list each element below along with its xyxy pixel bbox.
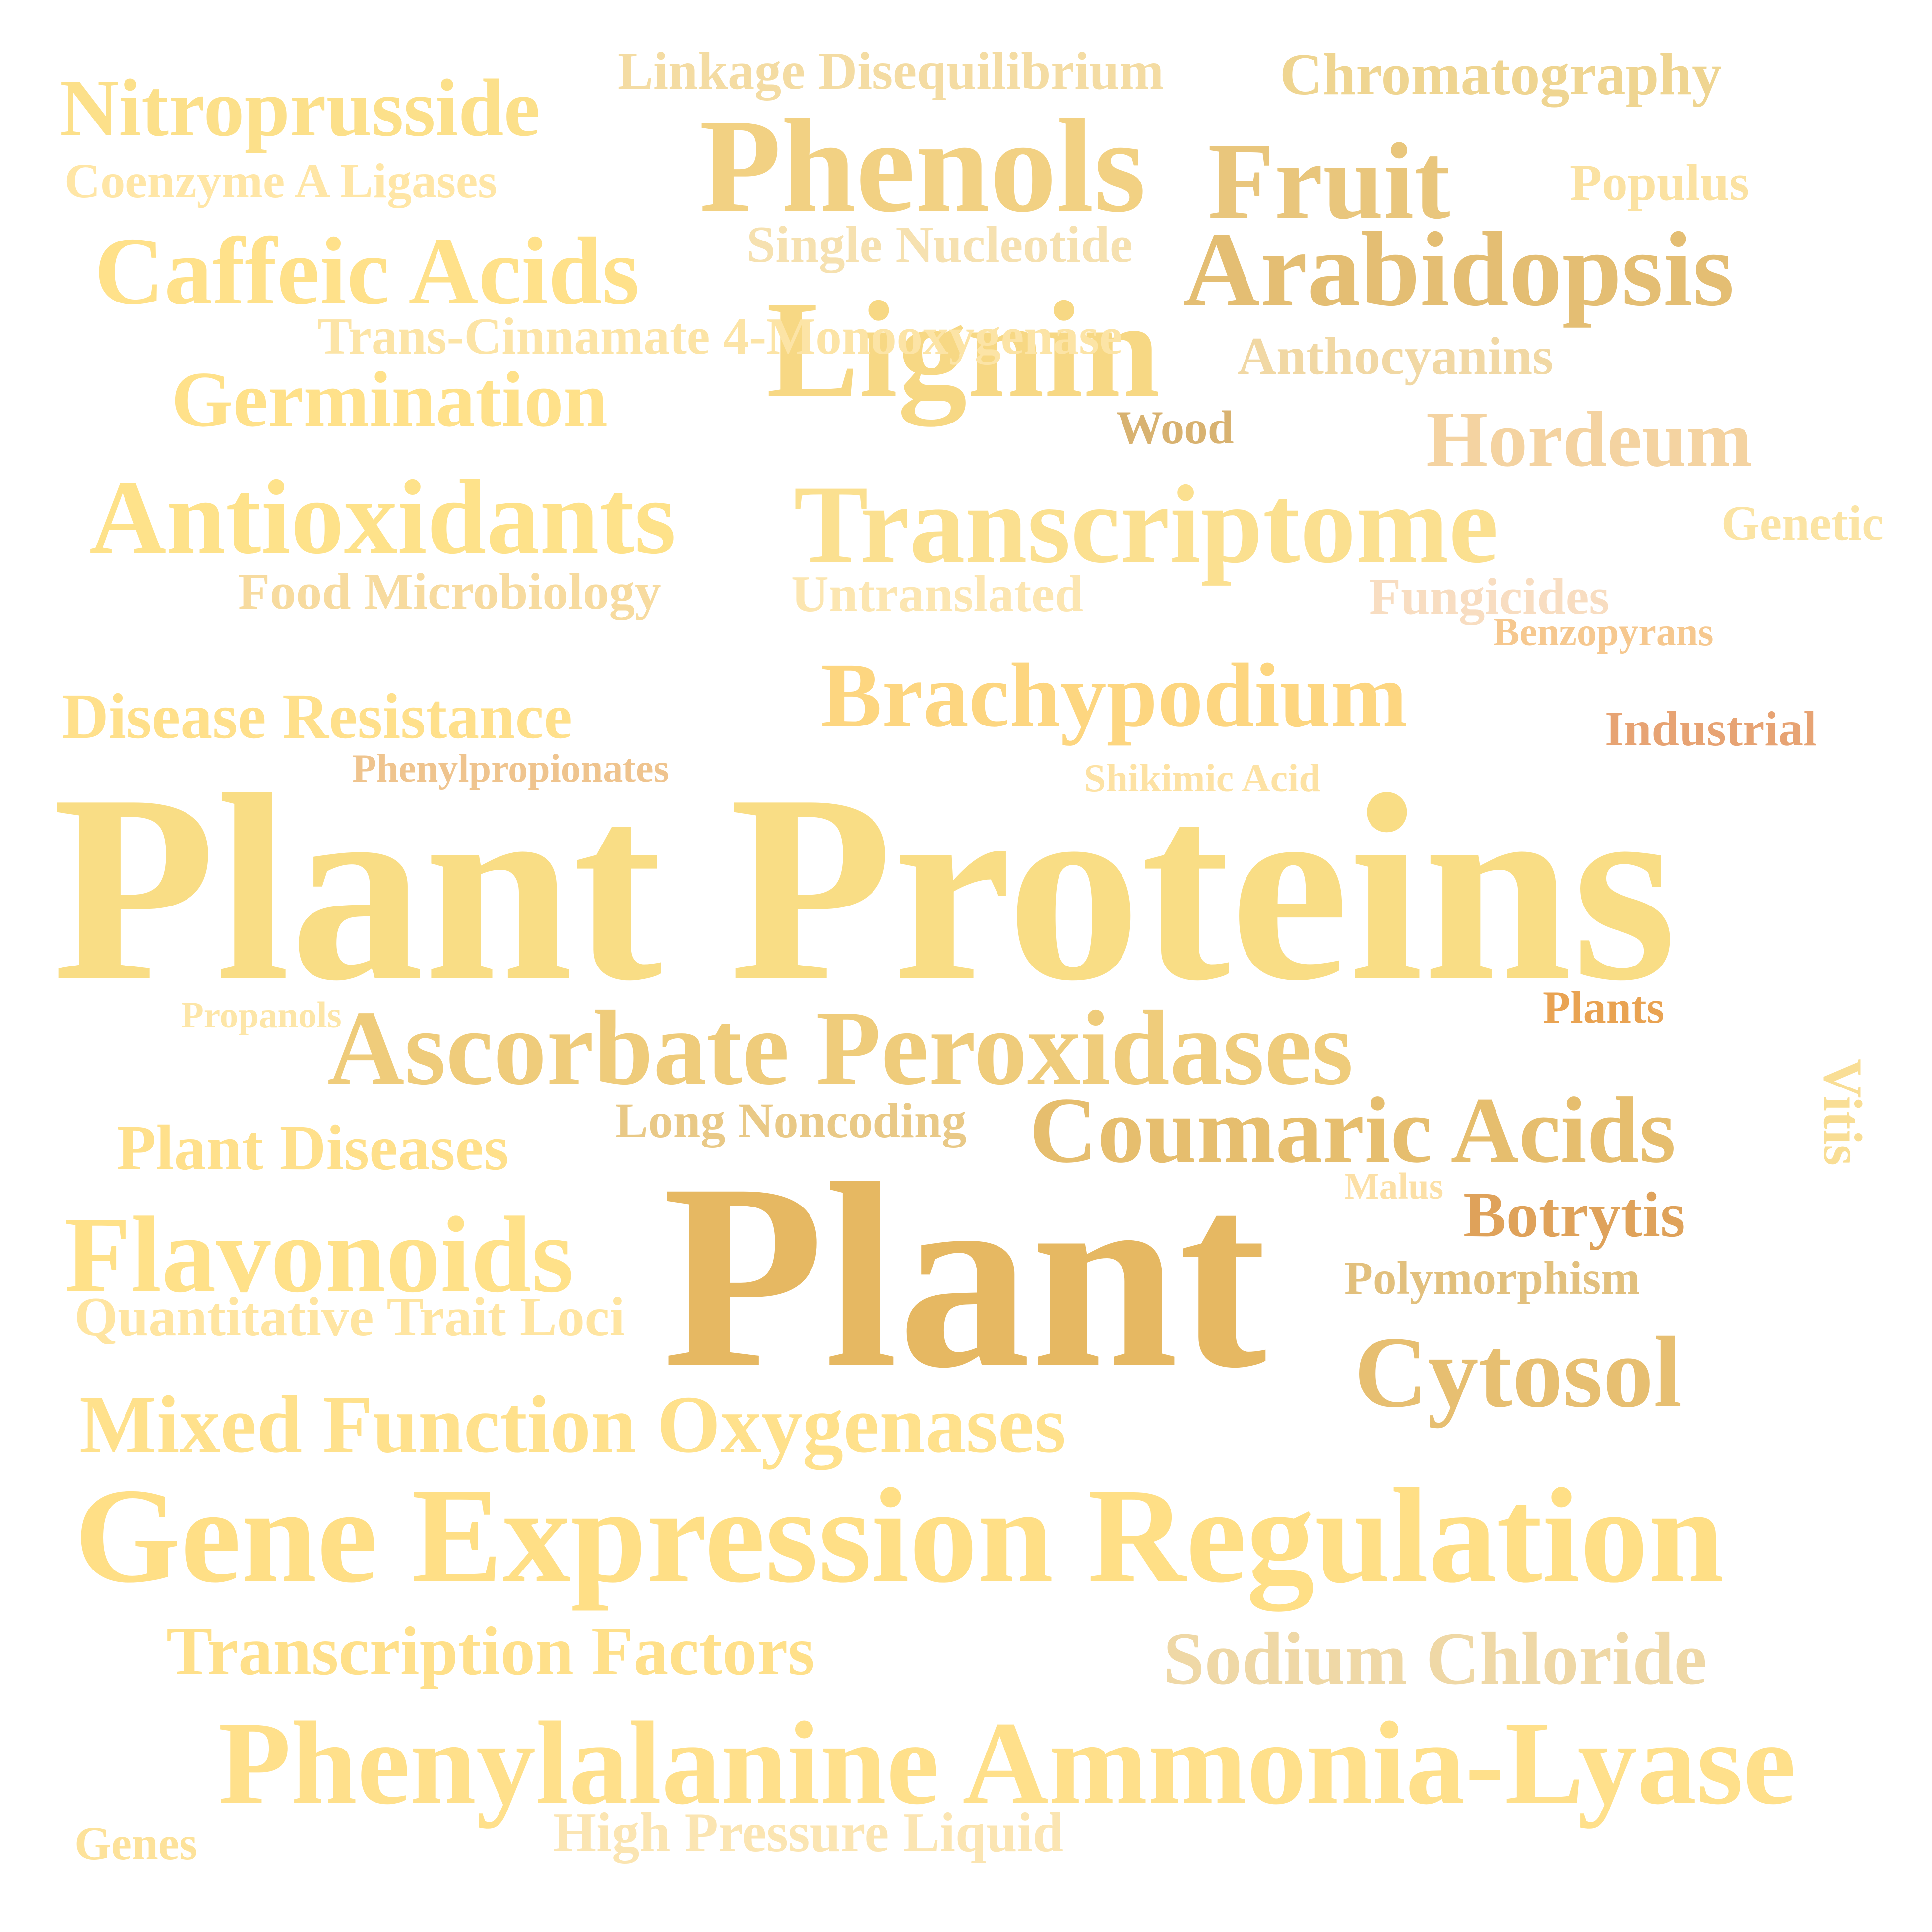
word-plant-diseases: Plant Diseases [117,1112,509,1184]
word-fruit: Fruit [1208,121,1450,242]
word-malus: Propanols [181,995,342,1036]
word-lignin: Lignin [766,272,1160,426]
word-propanols: Shikimic Acid [1084,757,1321,800]
word-fungicides: Wood [1116,401,1234,454]
word-wood: Populus [1570,153,1749,211]
word-coumaric-acids: Coumaric Acids [1029,1079,1676,1183]
word-sodium-chloride: Sodium Chloride [1163,1618,1707,1700]
word-plant: Plant [662,1129,1267,1423]
word-flavonoids: Flavonoids [64,1194,574,1315]
word-botrytis: Botrytis [1463,1179,1685,1251]
word-phenylpropionates: Benzopyrans [1493,610,1714,654]
word-long-noncoding: Single Nucleotide [747,215,1133,273]
word-polymorphism: Long Noncoding [615,1093,967,1148]
word-plants: Industrial [1605,701,1817,756]
word-food-microbiology: Polymorphism [1344,1252,1640,1304]
word-phenylalanine-ammonia-lyase: Phenylalanine Ammonia-Lyase [218,1697,1796,1829]
word-cytosol: Cytosol [1354,1316,1682,1429]
word-transcription-factors: Transcription Factors [166,1613,815,1690]
word-nitroprusside: Nitroprusside [60,62,540,153]
word-gene-expression-regulation: Gene Expression Regulation [74,1460,1724,1611]
word-brachypodium: Brachypodium [821,645,1408,746]
word-industrial: Genes [74,1817,198,1870]
word-mixed-function-oxygenases: Mixed Function Oxygenases [79,1379,1066,1470]
word-shikimic-acid: Phenylpropionates [352,747,669,790]
word-germination: Germination [171,355,608,443]
word-caffeic-acids: Caffeic Acids [94,218,640,325]
word-vitis: Malus [1344,1166,1444,1207]
word-quantitative-trait-loci: Linkage Disequilibrium [618,42,1164,101]
word-high-pressure-liquid: Quantitative Trait Loci [74,1286,625,1348]
word-single-nucleotide: Untranslated [791,565,1084,623]
word-trans-cinnamate-4-monooxygenase: High Pressure Liquid [553,1802,1063,1864]
word-phenols: Phenols [699,92,1146,240]
word-genes: Genetic [1721,495,1884,550]
word-populus: Food Microbiology [238,562,661,620]
word-antioxidants: Antioxidants [89,458,676,576]
word-benzopyrans: Plants [1543,982,1665,1032]
word-plant-proteins: Plant Proteins [52,739,1677,1036]
word-coenzyme-a-ligases: Anthocyanins [1238,327,1554,386]
word-linkage-disequilibrium: Coenzyme A Ligases [64,153,498,208]
word-anthocyanins: Vitis [1812,1059,1873,1166]
word-disease-resistance: Disease Resistance [62,681,572,752]
word-ascorbate-peroxidases: Ascorbate Peroxidases [327,988,1354,1107]
word-untranslated: Trans-Cinnamate 4-Monooxygenase [317,307,1122,365]
word-genetic: Fungicides [1369,567,1610,625]
word-chromatography: Chromatography [1280,41,1722,107]
word-transcriptome: Transcriptome [794,462,1498,586]
word-arabidopsis: Arabidopsis [1183,210,1735,328]
word-hordeum: Hordeum [1426,395,1752,483]
